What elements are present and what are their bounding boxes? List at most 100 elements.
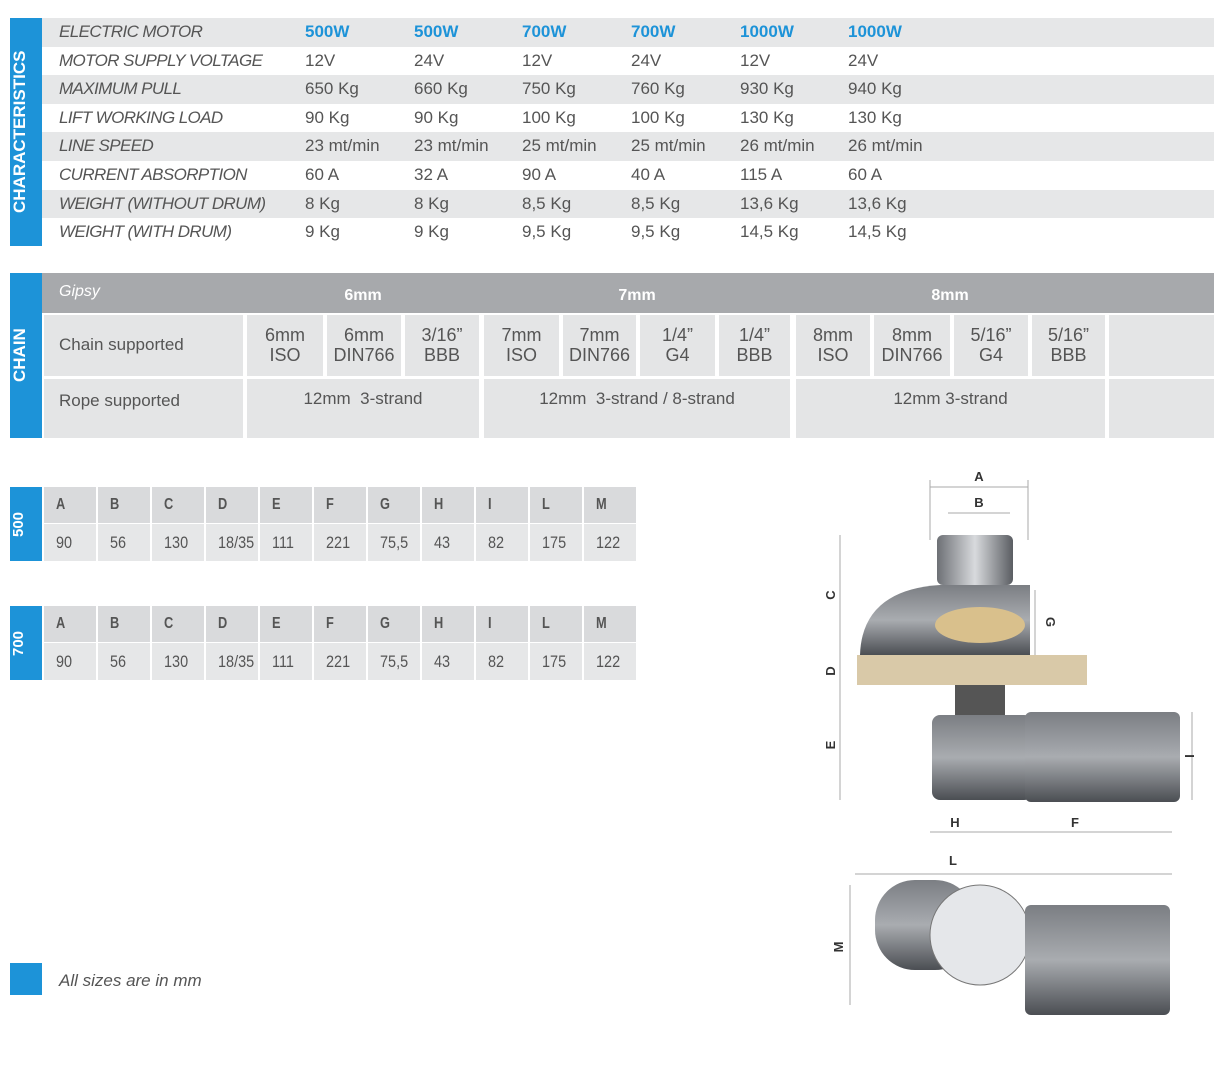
gipsy: [935, 607, 1025, 643]
dim-value: 75,5: [380, 652, 409, 671]
cell: 6mm: [265, 325, 305, 345]
cell-bg: [368, 606, 420, 642]
cell-bg: [422, 643, 474, 680]
cell: 500W: [305, 22, 350, 41]
cell-bg: [530, 606, 582, 642]
cell: DIN766: [568, 345, 631, 365]
section-label: CHAIN: [10, 328, 29, 383]
dim-header: I: [488, 615, 492, 632]
cell-bg: [954, 315, 1028, 376]
row-label: Chain supported: [59, 335, 184, 354]
top-drum: [929, 884, 1031, 986]
cell: 700W: [631, 22, 676, 41]
cell: 750 Kg: [522, 79, 576, 99]
dim-value: 221: [326, 652, 351, 671]
cell: 23 mt/min: [305, 136, 380, 156]
cell: 13,6 Kg: [740, 193, 799, 213]
dim-header: A: [56, 615, 66, 632]
cell: 940 Kg: [848, 79, 902, 99]
row-label: ELECTRIC MOTOR: [59, 22, 203, 41]
cell: 14,5 Kg: [740, 222, 799, 242]
header-bg: [42, 273, 1214, 313]
model-label: 500: [10, 511, 27, 537]
cell: 8 Kg: [305, 193, 340, 213]
dimension-label: F: [1071, 815, 1079, 830]
cell-bg: [530, 524, 582, 561]
cell-bg: [584, 487, 636, 523]
section-bar: [10, 273, 42, 438]
cell-bg: [98, 606, 150, 642]
cell-bg: [368, 643, 420, 680]
cell: 100 Kg: [631, 107, 685, 127]
cell: 8,5 Kg: [522, 193, 572, 213]
cell-bg: [422, 524, 474, 561]
cell: 5/16”: [970, 325, 1012, 345]
row-label: WEIGHT (WITH DRUM): [59, 222, 232, 242]
cell-bg: [476, 524, 528, 561]
cell: 100 Kg: [522, 107, 576, 127]
cell-bg: [260, 487, 312, 523]
cell: BBB: [1050, 345, 1087, 365]
dim-header: E: [272, 496, 281, 513]
dim-header: C: [164, 615, 174, 632]
cell: 5/16”: [1047, 325, 1090, 345]
cell-bg: [206, 643, 258, 680]
cell: 8 Kg: [414, 193, 449, 213]
dim-header: H: [434, 496, 444, 513]
winch-drawing: AB C D E F G H I L M: [823, 469, 1197, 1015]
cell-bg: [152, 606, 204, 642]
cell-bg: [314, 487, 366, 523]
cell-bg: [530, 643, 582, 680]
cell: BBB: [736, 345, 773, 365]
row-bg: [42, 46, 1214, 76]
cell-bg: [260, 606, 312, 642]
row-label: LINE SPEED: [59, 136, 154, 156]
cell-bg: [152, 487, 204, 523]
cell-bg: [314, 643, 366, 680]
top-motor: [1025, 905, 1170, 1015]
cell-bg: [368, 487, 420, 523]
cell-bg: [1032, 315, 1105, 376]
dimension-label: B: [974, 495, 983, 510]
cell-bg: [368, 524, 420, 561]
dim-header: A: [56, 496, 66, 513]
cell-bg: [152, 524, 204, 561]
dim-value: 18/35: [218, 533, 255, 552]
cell: 12V: [740, 50, 771, 70]
cell: 12mm 3-strand: [893, 389, 1008, 408]
cell-bg: [98, 487, 150, 523]
cell: 130 Kg: [848, 107, 902, 127]
dimension-label: M: [831, 942, 846, 953]
dim-value: 130: [164, 533, 189, 552]
dim-value: 111: [272, 533, 294, 552]
drum: [937, 535, 1013, 585]
cell-bg: [796, 379, 1105, 438]
cell-bg: [405, 315, 479, 376]
dim-header: D: [218, 615, 228, 632]
cell: 23 mt/min: [414, 136, 489, 156]
cell-bg: [206, 524, 258, 561]
cell: 130 Kg: [740, 107, 794, 127]
dim-value: 18/35: [218, 652, 255, 671]
cell-bg: [44, 643, 96, 680]
cell-bg: [44, 606, 96, 642]
cell: 25 mt/min: [522, 136, 597, 156]
dim-value: 90: [56, 533, 73, 552]
dim-header: F: [326, 496, 334, 513]
cell-bg: [584, 643, 636, 680]
dim-value: 122: [596, 652, 621, 671]
cell: 660 Kg: [414, 79, 468, 99]
dim-value: 111: [272, 652, 294, 671]
cell-bg: [314, 606, 366, 642]
dimension-label: L: [949, 853, 957, 868]
cell: 90 Kg: [414, 107, 459, 127]
cell: DIN766: [333, 345, 395, 365]
cell-bg: [44, 379, 243, 438]
group-label: 7mm: [618, 287, 656, 304]
cell: 1000W: [848, 22, 902, 41]
dim-value: 90: [56, 652, 73, 671]
row-label: LIFT WORKING LOAD: [59, 107, 223, 127]
cell: 12V: [305, 50, 336, 70]
dim-value: 130: [164, 652, 189, 671]
cell: 14,5 Kg: [848, 222, 907, 242]
